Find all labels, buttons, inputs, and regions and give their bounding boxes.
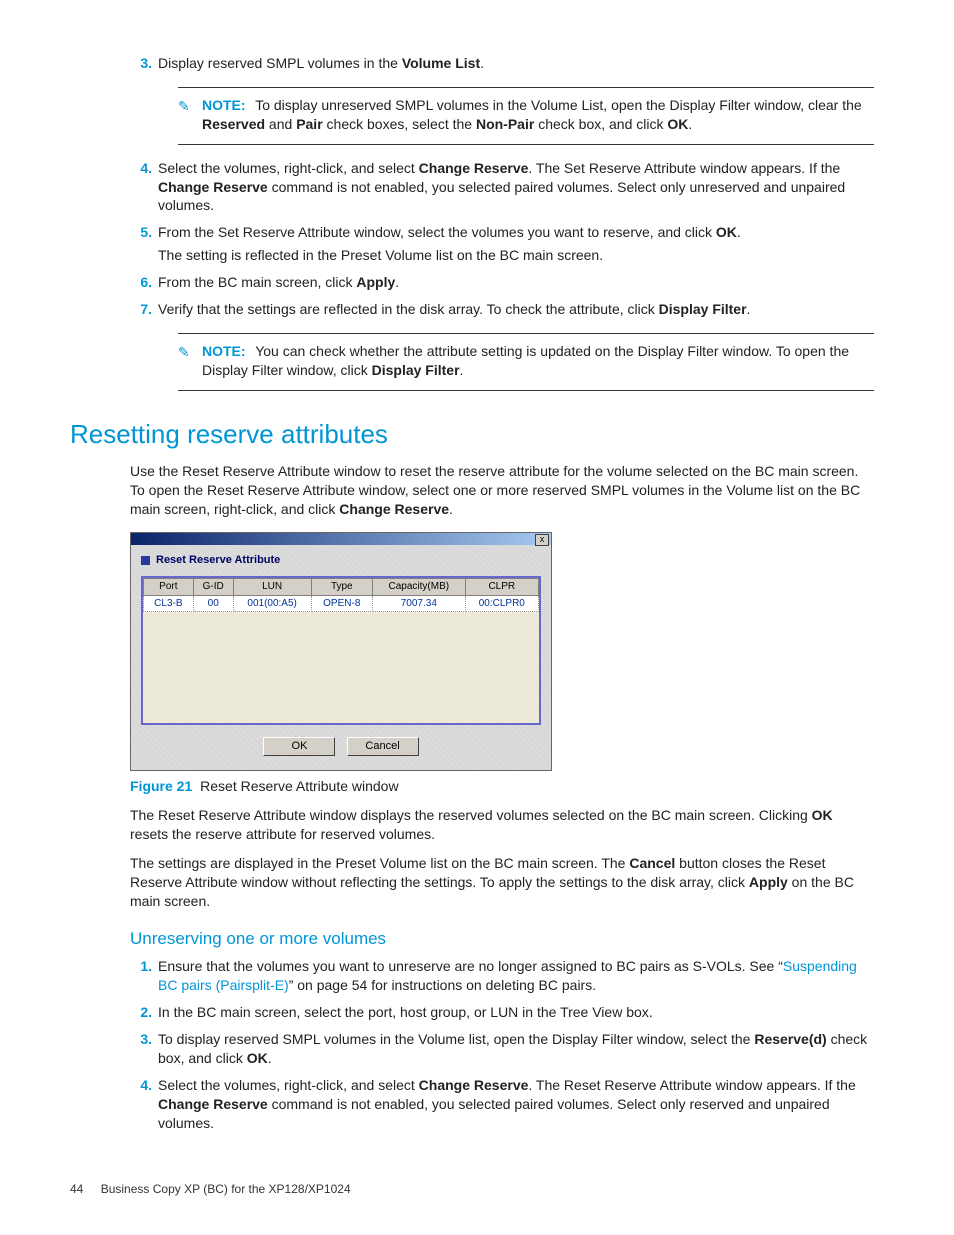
window-icon <box>141 556 150 565</box>
table-row[interactable]: CL3-B 00 001(00:A5) OPEN-8 7007.34 00:CL… <box>144 595 539 612</box>
cell-type: OPEN-8 <box>311 595 373 612</box>
figure-caption: Figure 21 Reset Reserve Attribute window <box>130 777 874 796</box>
note-block-2: ✎ NOTE: You can check whether the attrib… <box>178 333 874 391</box>
page-footer: 44 Business Copy XP (BC) for the XP128/X… <box>70 1181 351 1197</box>
step-number: 1. <box>130 957 152 976</box>
step-5: 5. From the Set Reserve Attribute window… <box>130 223 874 265</box>
step-text: Select the volumes, right-click, and sel… <box>158 1077 856 1131</box>
step-b3: 3. To display reserved SMPL volumes in t… <box>130 1030 874 1068</box>
cell-clpr: 00:CLPR0 <box>465 595 538 612</box>
step-text: From the BC main screen, click Apply. <box>158 274 399 290</box>
table-header-row: Port G-ID LUN Type Capacity(MB) CLPR <box>144 579 539 596</box>
note-icon: ✎ <box>178 97 190 116</box>
steps-group-b: 1. Ensure that the volumes you want to u… <box>130 957 874 1132</box>
step-text: To display reserved SMPL volumes in the … <box>158 1031 867 1066</box>
note-text: You can check whether the attribute sett… <box>202 343 849 378</box>
close-button[interactable]: x <box>535 534 549 546</box>
col-type[interactable]: Type <box>311 579 373 596</box>
note-block-1: ✎ NOTE: To display unreserved SMPL volum… <box>178 87 874 145</box>
step-b4: 4. Select the volumes, right-click, and … <box>130 1076 874 1133</box>
step-number: 3. <box>130 54 152 73</box>
cell-port: CL3-B <box>144 595 194 612</box>
cancel-button[interactable]: Cancel <box>347 737 419 756</box>
step-4: 4. Select the volumes, right-click, and … <box>130 159 874 216</box>
step-b2: 2. In the BC main screen, select the por… <box>130 1003 874 1022</box>
steps-group-a: 3. Display reserved SMPL volumes in the … <box>130 54 874 391</box>
step-number: 3. <box>130 1030 152 1049</box>
step-subtext: The setting is reflected in the Preset V… <box>158 246 874 265</box>
step-number: 4. <box>130 1076 152 1095</box>
cell-gid: 00 <box>193 595 233 612</box>
section-heading-resetting: Resetting reserve attributes <box>70 417 884 452</box>
step-7: 7. Verify that the settings are reflecte… <box>130 300 874 391</box>
window-button-row: OK Cancel <box>131 733 551 770</box>
figure-label: Figure 21 <box>130 778 192 794</box>
step-text: Select the volumes, right-click, and sel… <box>158 160 845 214</box>
para-after-fig-2: The settings are displayed in the Preset… <box>130 854 874 911</box>
window-subtitle: Reset Reserve Attribute <box>131 545 551 572</box>
step-3: 3. Display reserved SMPL volumes in the … <box>130 54 874 145</box>
step-6: 6. From the BC main screen, click Apply. <box>130 273 874 292</box>
step-text: From the Set Reserve Attribute window, s… <box>158 224 741 240</box>
step-number: 2. <box>130 1003 152 1022</box>
col-port[interactable]: Port <box>144 579 194 596</box>
step-text: Display reserved SMPL volumes in the Vol… <box>158 55 484 71</box>
step-text: Ensure that the volumes you want to unre… <box>158 958 857 993</box>
footer-doc-title: Business Copy XP (BC) for the XP128/XP10… <box>101 1182 351 1196</box>
figure-text: Reset Reserve Attribute window <box>200 778 398 794</box>
step-b1: 1. Ensure that the volumes you want to u… <box>130 957 874 995</box>
col-gid[interactable]: G-ID <box>193 579 233 596</box>
step-text: Verify that the settings are reflected i… <box>158 301 750 317</box>
note-label: NOTE: <box>202 97 246 113</box>
step-text: In the BC main screen, select the port, … <box>158 1004 653 1020</box>
cell-lun: 001(00:A5) <box>233 595 311 612</box>
section-intro: Use the Reset Reserve Attribute window t… <box>130 462 874 519</box>
step-number: 6. <box>130 273 152 292</box>
reset-reserve-window: x Reset Reserve Attribute Port G-ID LUN … <box>130 532 552 771</box>
subsection-heading-unreserving: Unreserving one or more volumes <box>130 928 884 951</box>
document-page: 3. Display reserved SMPL volumes in the … <box>0 0 954 1235</box>
col-lun[interactable]: LUN <box>233 579 311 596</box>
step-number: 7. <box>130 300 152 319</box>
note-text: To display unreserved SMPL volumes in th… <box>202 97 862 132</box>
para-after-fig-1: The Reset Reserve Attribute window displ… <box>130 806 874 844</box>
step-number: 5. <box>130 223 152 242</box>
note-icon: ✎ <box>178 343 190 362</box>
col-capacity[interactable]: Capacity(MB) <box>373 579 466 596</box>
step-number: 4. <box>130 159 152 178</box>
col-clpr[interactable]: CLPR <box>465 579 538 596</box>
window-titlebar: x <box>131 533 551 545</box>
ok-button[interactable]: OK <box>263 737 335 756</box>
page-number: 44 <box>70 1182 83 1196</box>
cell-capacity: 7007.34 <box>373 595 466 612</box>
window-grid: Port G-ID LUN Type Capacity(MB) CLPR CL3… <box>141 576 541 725</box>
note-label: NOTE: <box>202 343 246 359</box>
